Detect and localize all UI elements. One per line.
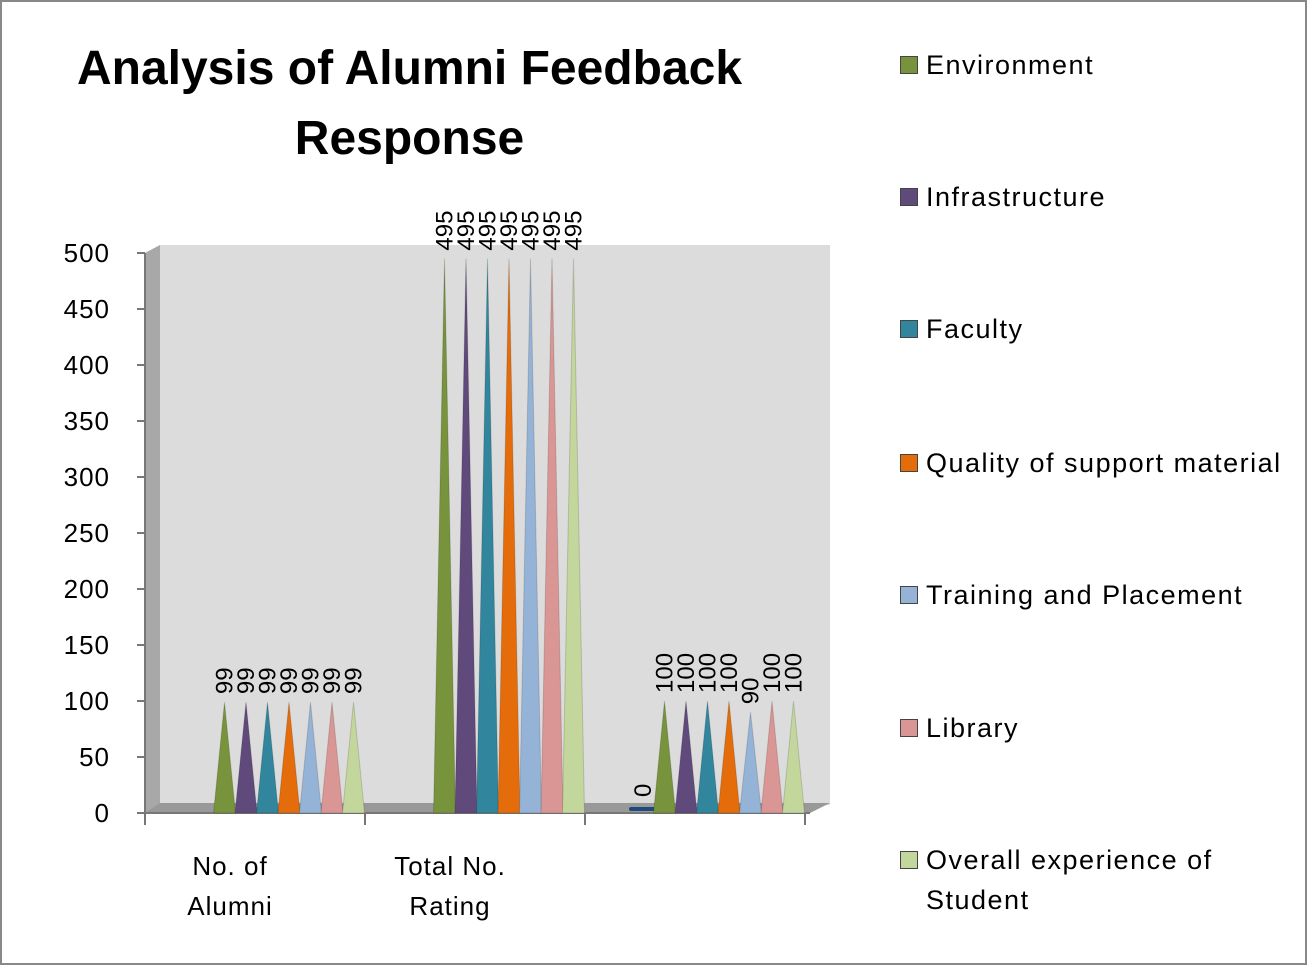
data-label: 90	[738, 677, 765, 704]
data-label: 495	[496, 211, 523, 251]
data-label: 495	[453, 211, 480, 251]
bar	[475, 258, 500, 814]
legend-swatch	[900, 188, 918, 206]
bar	[695, 700, 720, 814]
legend-item: Infrastructure	[900, 177, 1286, 217]
bar	[629, 807, 657, 811]
legend-label: Faculty	[926, 314, 1024, 344]
y-tick-label: 450	[64, 294, 110, 324]
bar	[561, 258, 586, 814]
data-label: 99	[276, 667, 303, 694]
data-label: 495	[561, 211, 588, 251]
data-label: 99	[298, 667, 325, 694]
legend-swatch	[900, 851, 918, 869]
bar	[717, 700, 741, 814]
bar	[760, 700, 784, 814]
data-label: 99	[341, 667, 368, 694]
legend-item: Environment	[900, 45, 1286, 85]
bar	[212, 702, 237, 814]
legend-label: Library	[926, 713, 1020, 743]
data-label: 99	[212, 667, 239, 694]
legend-label: Environment	[926, 50, 1095, 80]
legend-swatch	[900, 454, 918, 472]
y-tick-label: 0	[95, 798, 110, 828]
data-label: 100	[673, 653, 700, 693]
y-tick-label: 250	[64, 518, 110, 548]
y-tick-label: 200	[64, 574, 110, 604]
bar	[518, 258, 543, 814]
y-tick-label: 150	[64, 630, 110, 660]
legend-swatch	[900, 586, 918, 604]
x-tick-label: No. of Alumni	[187, 851, 273, 921]
y-tick-label: 50	[79, 742, 110, 772]
chart-title: Analysis of Alumni Feedback Response	[76, 42, 743, 165]
legend-label: Infrastructure	[926, 182, 1107, 212]
data-label: 495	[475, 211, 502, 251]
data-label: 100	[652, 653, 679, 693]
legend-swatch	[900, 320, 918, 338]
bar	[234, 702, 258, 814]
bar	[540, 258, 564, 814]
legend-swatch	[900, 719, 918, 737]
data-label: 100	[759, 653, 786, 693]
data-label: 99	[233, 667, 260, 694]
legend-item: Training and Placement	[900, 575, 1286, 615]
data-label: 100	[695, 653, 722, 693]
bar	[432, 258, 457, 814]
data-label: 495	[539, 211, 566, 251]
y-tick-label: 400	[64, 350, 110, 380]
bar	[277, 702, 301, 814]
bar	[298, 702, 323, 814]
legend-item: Quality of support material	[900, 443, 1286, 483]
data-label: 495	[518, 211, 545, 251]
legend-label: Quality of support material	[926, 448, 1282, 478]
legend-item: Library	[900, 708, 1286, 748]
legend-label: Overall experience of Student	[926, 845, 1213, 915]
y-tick-label: 500	[64, 238, 110, 268]
data-label: 0	[630, 784, 657, 797]
data-label: 99	[255, 667, 282, 694]
bar	[341, 702, 366, 814]
data-label: 100	[781, 653, 808, 693]
bar	[652, 700, 677, 814]
x-tick-label: Total No. Rating	[394, 851, 506, 921]
bar	[454, 258, 478, 814]
bar	[674, 700, 698, 814]
legend-swatch	[900, 56, 918, 74]
side-wall	[145, 245, 160, 813]
y-tick-label: 100	[64, 686, 110, 716]
bar	[738, 712, 763, 814]
legend-label: Training and Placement	[926, 580, 1244, 610]
legend-item: Overall experience of Student	[900, 840, 1286, 920]
data-label: 99	[319, 667, 346, 694]
y-tick-label: 350	[64, 406, 110, 436]
y-tick-label: 300	[64, 462, 110, 492]
bar	[255, 702, 280, 814]
bar	[781, 700, 806, 814]
legend-item: Faculty	[900, 309, 1286, 349]
bar	[497, 258, 521, 814]
bar	[320, 702, 344, 814]
data-label: 100	[716, 653, 743, 693]
data-label: 495	[432, 211, 459, 251]
